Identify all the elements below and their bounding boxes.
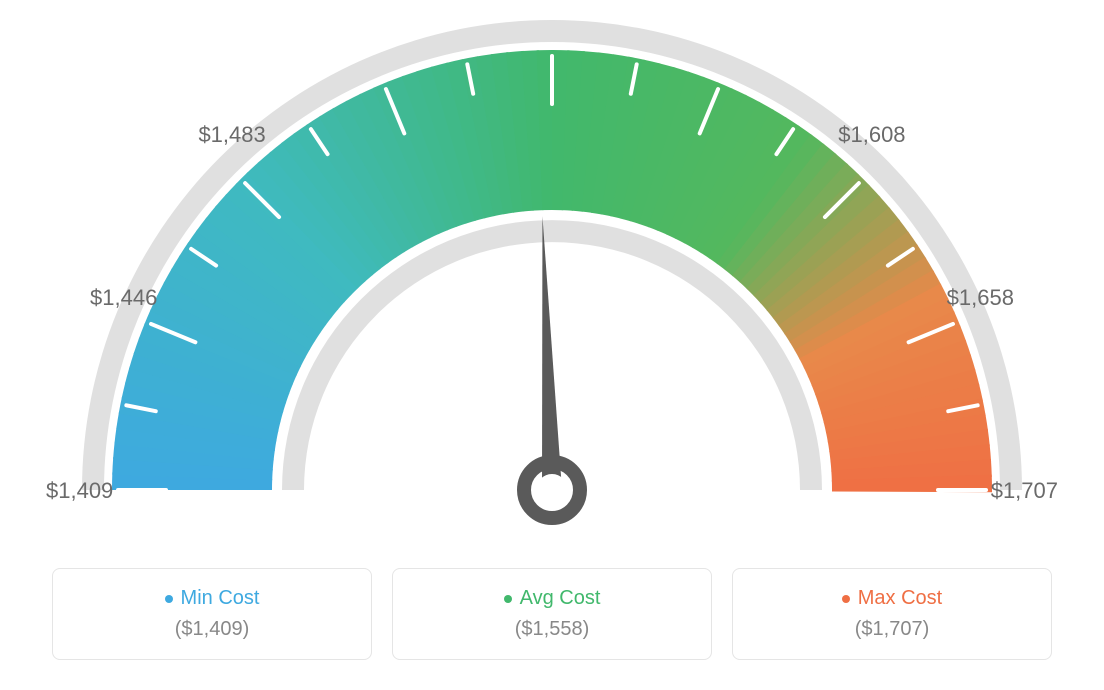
legend-avg-value: ($1,558) [413, 618, 691, 641]
gauge-tick-label: $1,608 [838, 122, 905, 148]
legend-min-label-row: Min Cost [73, 587, 351, 610]
cost-gauge-container: $1,409$1,446$1,483$1,558$1,608$1,658$1,7… [0, 0, 1104, 690]
legend-card-avg: Avg Cost ($1,558) [392, 568, 712, 660]
legend-min-value: ($1,409) [73, 618, 351, 641]
dot-icon [842, 595, 850, 603]
gauge-chart: $1,409$1,446$1,483$1,558$1,608$1,658$1,7… [0, 0, 1104, 540]
legend-max-label: Max Cost [858, 587, 942, 610]
gauge-tick-label: $1,658 [947, 285, 1014, 311]
legend-max-label-row: Max Cost [753, 587, 1031, 610]
gauge-tick-label: $1,483 [198, 122, 265, 148]
gauge-tick-label: $1,446 [90, 285, 157, 311]
legend-card-min: Min Cost ($1,409) [52, 568, 372, 660]
legend-card-max: Max Cost ($1,707) [732, 568, 1052, 660]
legend-max-value: ($1,707) [753, 618, 1031, 641]
dot-icon [165, 595, 173, 603]
legend-avg-label-row: Avg Cost [413, 587, 691, 610]
legend-row: Min Cost ($1,409) Avg Cost ($1,558) Max … [0, 568, 1104, 660]
legend-min-label: Min Cost [181, 587, 260, 610]
gauge-tick-label: $1,409 [46, 478, 113, 504]
dot-icon [504, 595, 512, 603]
legend-avg-label: Avg Cost [520, 587, 601, 610]
gauge-tick-label: $1,707 [991, 478, 1058, 504]
gauge-svg [0, 0, 1104, 540]
